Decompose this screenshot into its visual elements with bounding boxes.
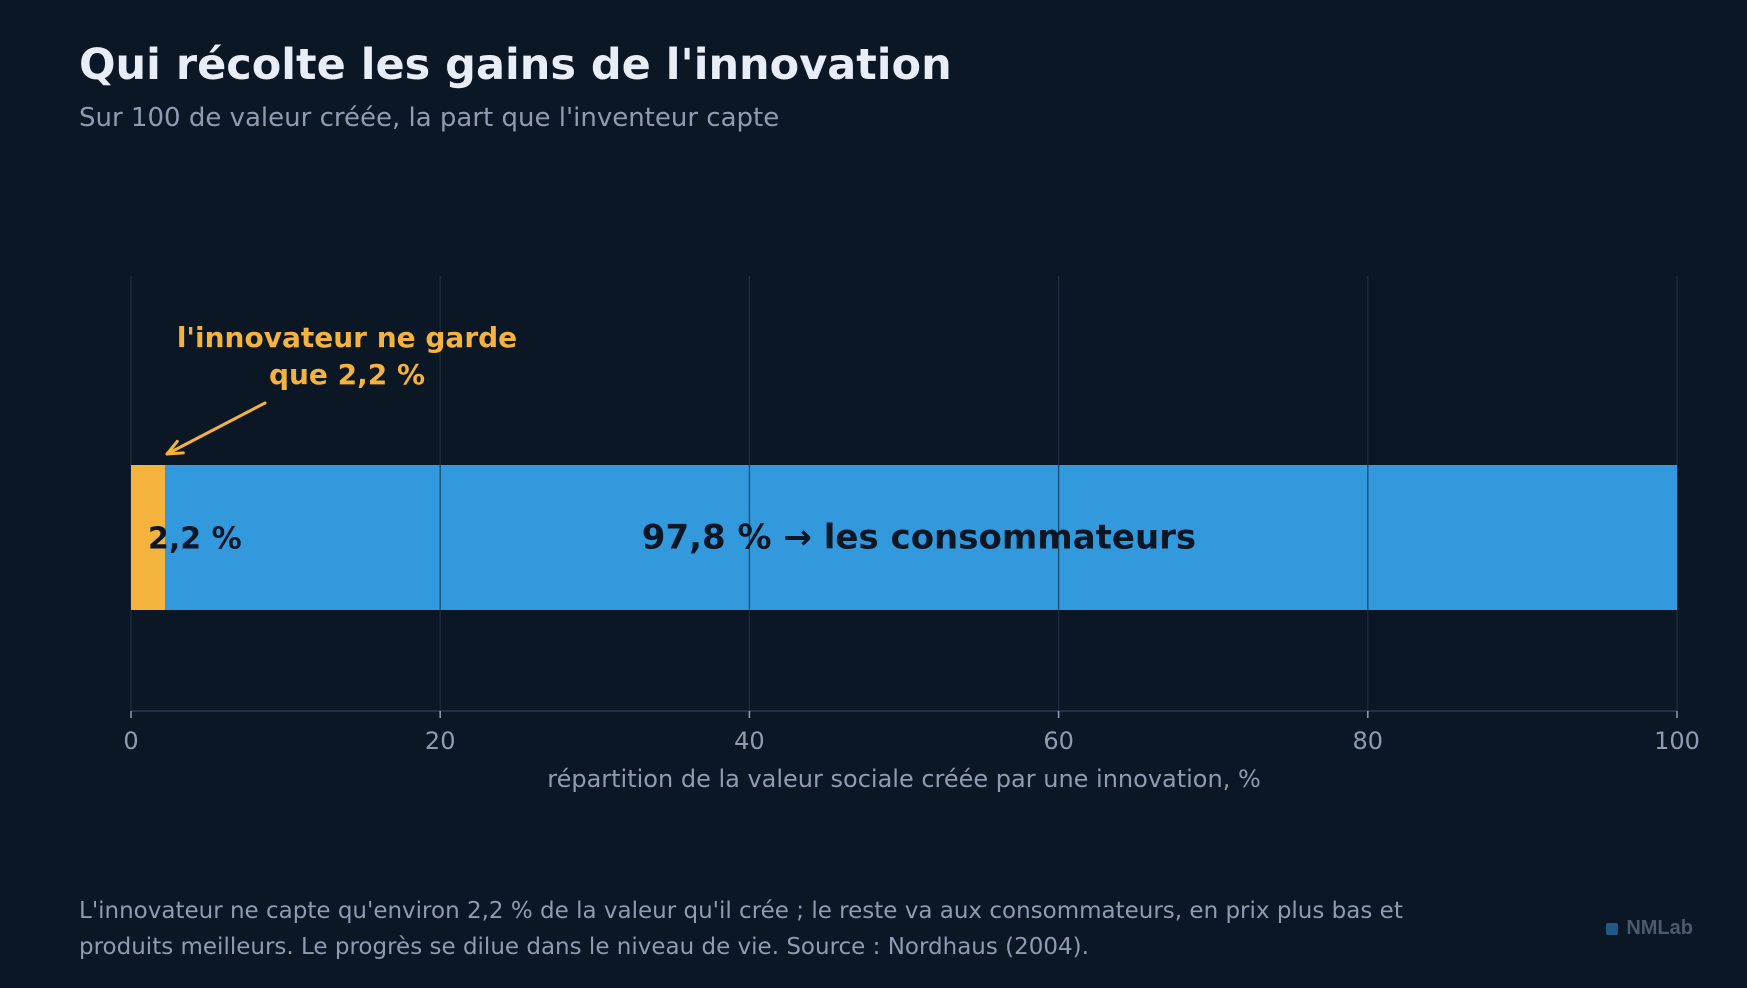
x-tick-label-80: 80 — [1353, 727, 1384, 755]
annotation-arrow-icon — [165, 401, 267, 456]
x-tick-label-100: 100 — [1654, 727, 1700, 755]
x-tick-label-40: 40 — [734, 727, 765, 755]
chart-title: Qui récolte les gains de l'innovation — [79, 40, 952, 90]
chart-subtitle: Sur 100 de valeur créée, la part que l'i… — [79, 103, 779, 133]
bar-labels: 2,2 % 97,8 % → les consommateurs — [148, 518, 1196, 558]
x-tick-label-60: 60 — [1043, 727, 1074, 755]
stacked-bar — [131, 465, 1678, 610]
x-tick-label-0: 0 — [123, 727, 138, 755]
bar-overlay-grid — [439, 465, 1369, 610]
brand-name: NMLab — [1626, 917, 1693, 939]
brand-mark-icon — [1606, 922, 1619, 935]
x-tick-label-20: 20 — [425, 727, 456, 755]
bar-label-0: 2,2 % — [148, 522, 242, 557]
annotation-line-1: l'innovateur ne garde — [177, 321, 517, 354]
annotation-arrowhead-icon — [165, 439, 185, 456]
footer-caption: L'innovateur ne capte qu'environ 2,2 % d… — [79, 898, 1403, 960]
x-axis: 0 20 40 60 80 100 — [123, 710, 1700, 755]
bar-segment-0 — [131, 465, 166, 610]
annotation-line-2: que 2,2 % — [269, 358, 425, 391]
bar-segment-1 — [165, 465, 1678, 610]
brand-logo: NMLab — [1606, 917, 1693, 940]
x-axis-label: répartition de la valeur sociale créée p… — [547, 765, 1261, 793]
bar-label-1: 97,8 % → les consommateurs — [642, 518, 1196, 558]
annotation: l'innovateur ne garde que 2,2 % — [165, 321, 517, 456]
